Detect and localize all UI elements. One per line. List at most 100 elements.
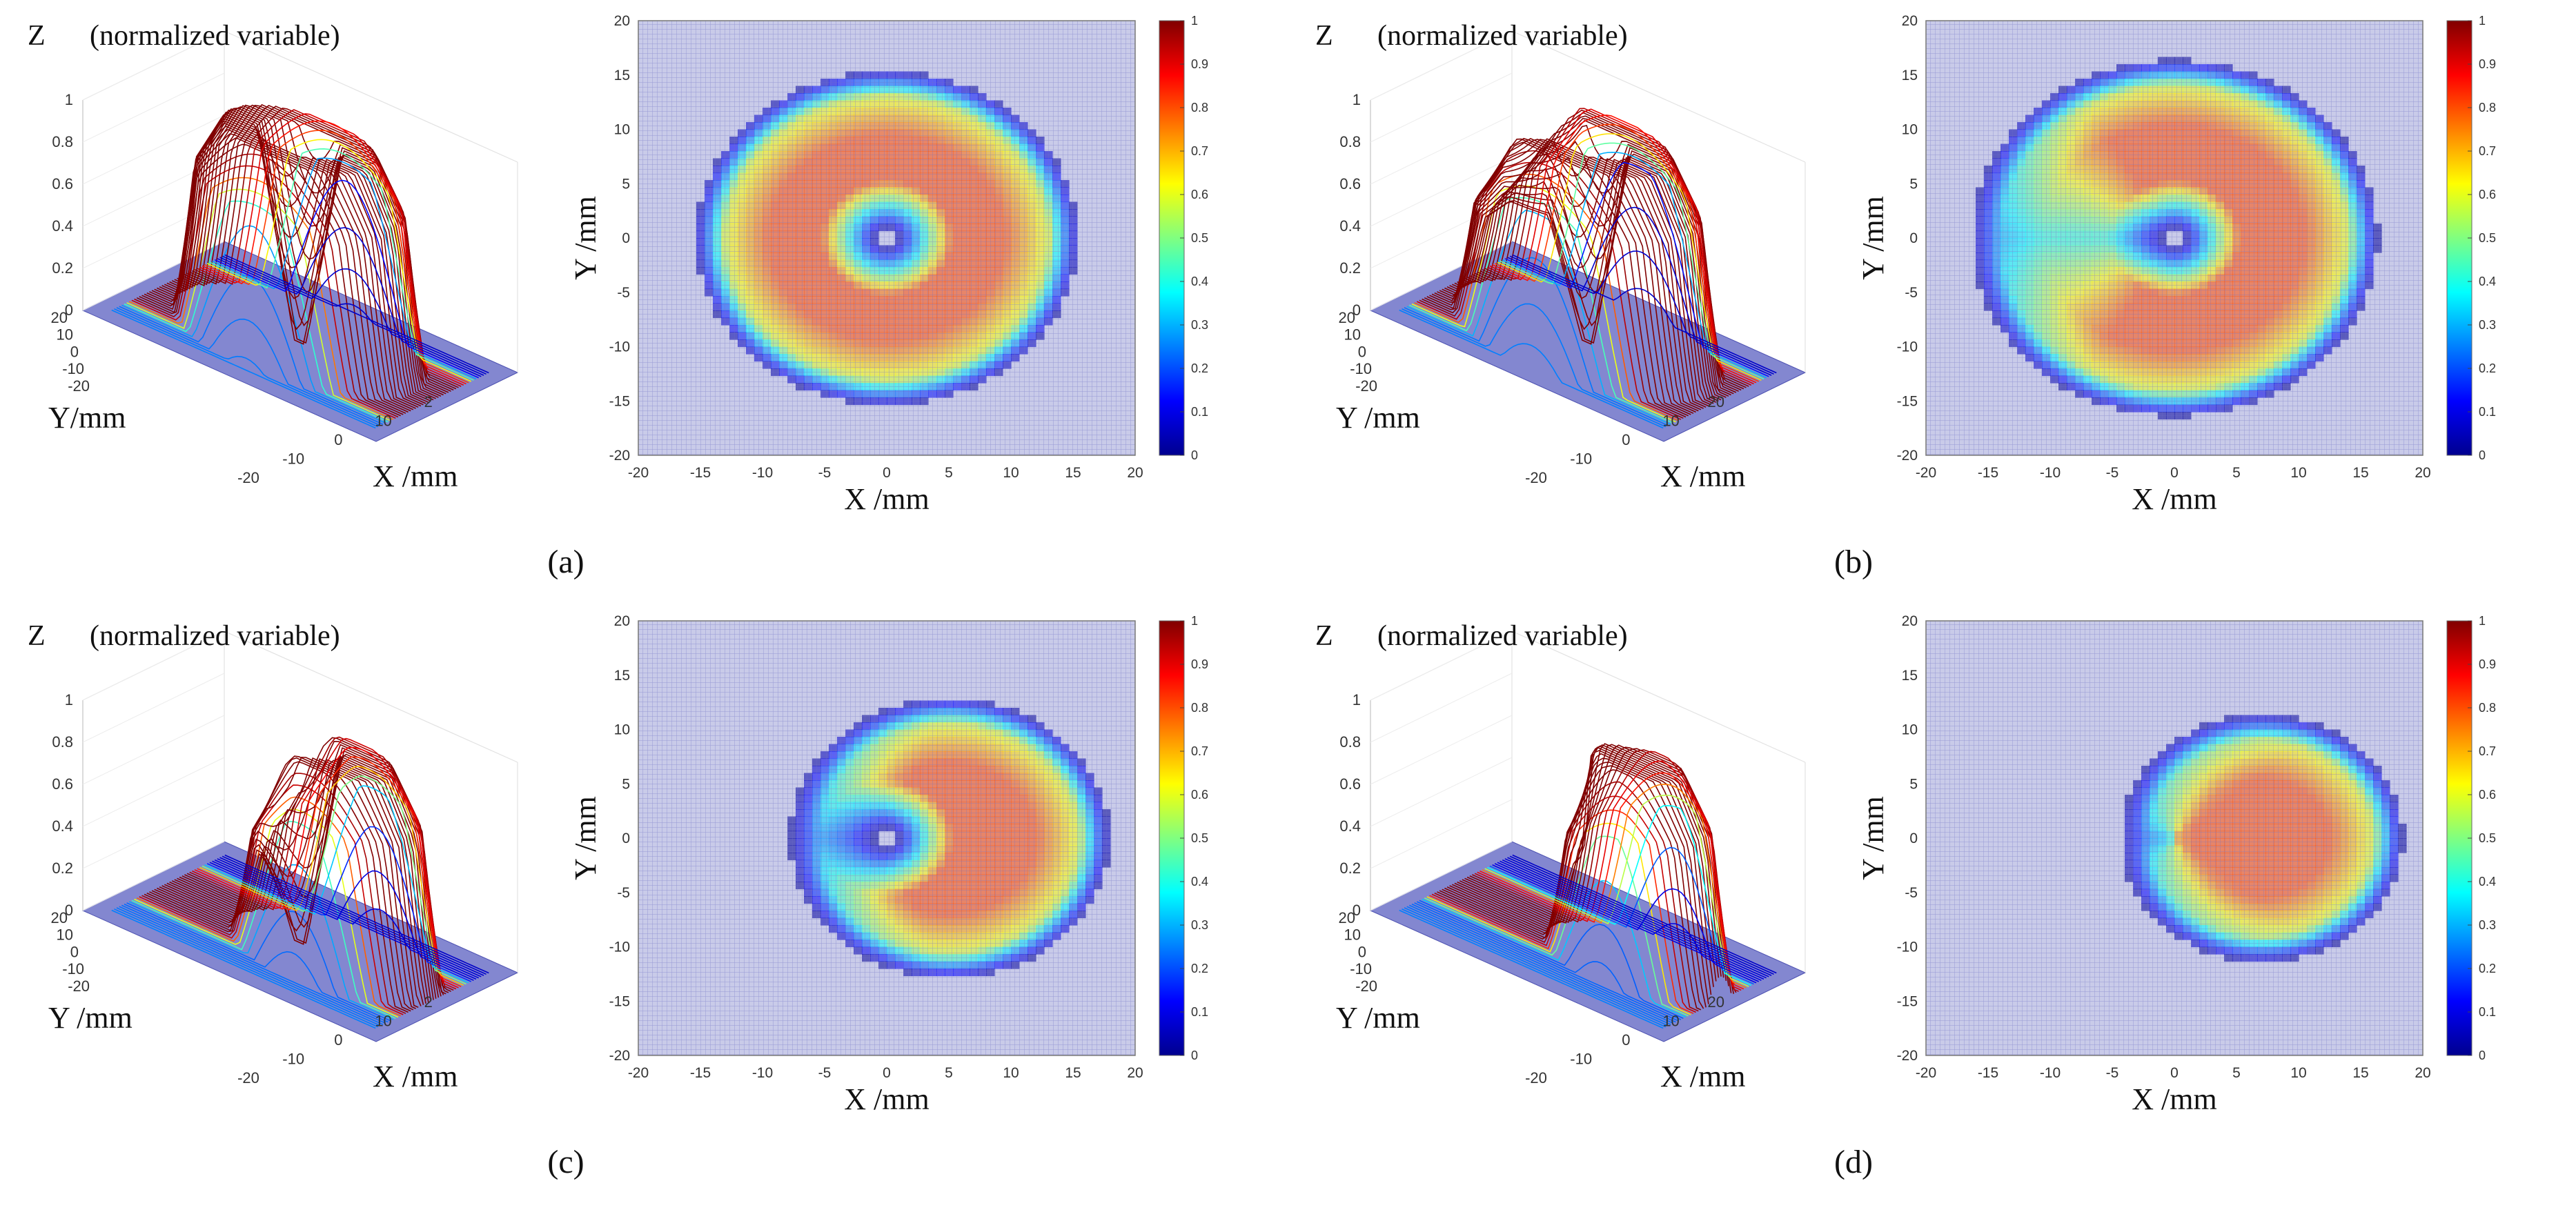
map-y-tick: 5: [622, 176, 630, 192]
surface-mesh-line: [166, 757, 432, 1002]
surface-mesh-line: [204, 785, 469, 984]
surface-mesh-line: [1500, 142, 1764, 380]
surface-x-label: X /mm: [373, 1060, 458, 1093]
colorbar-tick: 0.7: [1191, 144, 1208, 158]
z-gridline: [82, 241, 225, 311]
x-tick-label: -10: [282, 1051, 304, 1068]
map-y-tick: -20: [1897, 448, 1918, 464]
y-tick-label: 20: [51, 909, 68, 926]
x-tick-label: -20: [237, 1069, 259, 1086]
surface-mesh-line: [164, 758, 429, 1003]
map-x-tick: -5: [2106, 465, 2119, 481]
z-tick-label: 0.2: [52, 860, 73, 877]
z-gridline: [82, 72, 225, 143]
surface-z-label: Z: [28, 20, 46, 52]
z-tick-label: 0.2: [1339, 259, 1361, 277]
colorbar-tick: 0.8: [2479, 101, 2496, 115]
colorbar-tick: 0.4: [1191, 275, 1208, 288]
z-tick-label: 0.8: [52, 733, 73, 751]
map-x-tick: -5: [818, 465, 832, 481]
x-tick-label: -20: [237, 469, 259, 486]
y-tick-label: 10: [57, 326, 73, 344]
surface-mesh-line: [217, 858, 482, 977]
z-gridline: [82, 841, 225, 911]
surface-mesh-line: [114, 908, 379, 1028]
z-gridline: [1370, 30, 1513, 101]
map-y-tick: 15: [1902, 68, 1918, 83]
surface-mesh-line: [214, 859, 480, 979]
y-tick-label: 10: [1344, 326, 1361, 344]
surface-mesh-line: [189, 736, 454, 991]
map-y-tick: -10: [609, 339, 630, 355]
surface-mesh-line: [1444, 158, 1709, 407]
x-tick-label: 0: [1622, 431, 1630, 448]
heatmap-frame: [638, 20, 1136, 456]
surface-mesh-line: [164, 111, 429, 403]
surface-mesh-line: [1416, 161, 1682, 420]
z-tick-label: 1: [1353, 91, 1361, 108]
surface-z-note: (normalized variable): [90, 620, 340, 652]
map-x-tick: 15: [1065, 465, 1081, 481]
surface-mesh-line: [136, 796, 402, 1017]
x-tick-label: -10: [1570, 450, 1592, 468]
surface-y-label: Y /mm: [1336, 401, 1420, 435]
y-tick-label: -10: [1350, 360, 1372, 377]
x-tick-label: 10: [375, 1013, 391, 1030]
surface-mesh-line: [194, 107, 459, 388]
z-gridline: [1370, 115, 1513, 185]
colorbar-tick: 0.6: [2479, 188, 2496, 201]
surface-y-label: Y /mm: [48, 1001, 132, 1035]
colorbar-tick: 0.4: [2479, 275, 2496, 288]
colorbar-tick: 0.9: [2479, 57, 2496, 71]
map-x-tick: -20: [628, 465, 649, 481]
map-y-tick: -15: [1897, 393, 1918, 409]
surface-mesh-line: [146, 757, 411, 1012]
colorbar-tick: 0.9: [1191, 57, 1208, 71]
y-tick-label: -20: [68, 377, 90, 395]
panel-caption: (a): [547, 544, 584, 580]
surface-mesh-line: [1489, 108, 1754, 385]
surface-x-label: X /mm: [1660, 459, 1745, 493]
surface-mesh-line: [206, 826, 472, 982]
z-tick-label: 0.2: [52, 259, 73, 277]
surface-mesh-line: [179, 104, 444, 396]
z-gridline: [82, 115, 225, 185]
surface-mesh-line: [1434, 139, 1699, 412]
map-x-tick: 15: [2352, 465, 2368, 481]
surface-mesh-line: [141, 773, 406, 1014]
map-y-label: Y /mm: [1856, 196, 1890, 280]
surface-mesh-line: [217, 227, 482, 377]
surface-mesh-line: [1504, 161, 1769, 377]
surface-mesh-line: [174, 106, 439, 398]
surface-mesh-line: [1411, 185, 1676, 423]
surface-mesh-line: [126, 902, 391, 1022]
surface-mesh-line: [1492, 115, 1757, 384]
surface-mesh-line: [171, 107, 437, 399]
surface-mesh-line: [1474, 119, 1739, 392]
surface-mesh-line: [128, 864, 394, 1020]
surface-floor: [1369, 241, 1807, 442]
colorbar-tick: 0: [2479, 448, 2486, 462]
surface-mesh-line: [151, 757, 416, 1009]
surface-mesh-line: [222, 855, 486, 975]
surface-mesh-line: [206, 139, 472, 382]
x-tick-label: 0: [334, 1031, 342, 1049]
x-tick-label: -20: [1525, 469, 1547, 486]
surface-mesh-line: [111, 909, 376, 1029]
x-tick-label: 0: [334, 431, 342, 448]
right-wall-top: [1511, 30, 1806, 163]
surface-mesh-line: [222, 255, 486, 375]
map-x-tick: 0: [883, 465, 891, 481]
y-tick-label: 0: [70, 943, 79, 960]
surface-mesh-line: [209, 148, 474, 381]
surface-mesh-line: [166, 109, 431, 402]
map-x-tick: -10: [752, 465, 773, 481]
surface-mesh-line: [131, 165, 396, 419]
surface-floor: [81, 841, 519, 1042]
x-tick-label: -10: [282, 450, 304, 468]
surface-mesh-line: [111, 309, 376, 429]
colorbar-tick: 0.5: [1191, 231, 1208, 245]
map-x-tick: 0: [2170, 465, 2179, 481]
heatmap-frame: [1925, 20, 2423, 456]
